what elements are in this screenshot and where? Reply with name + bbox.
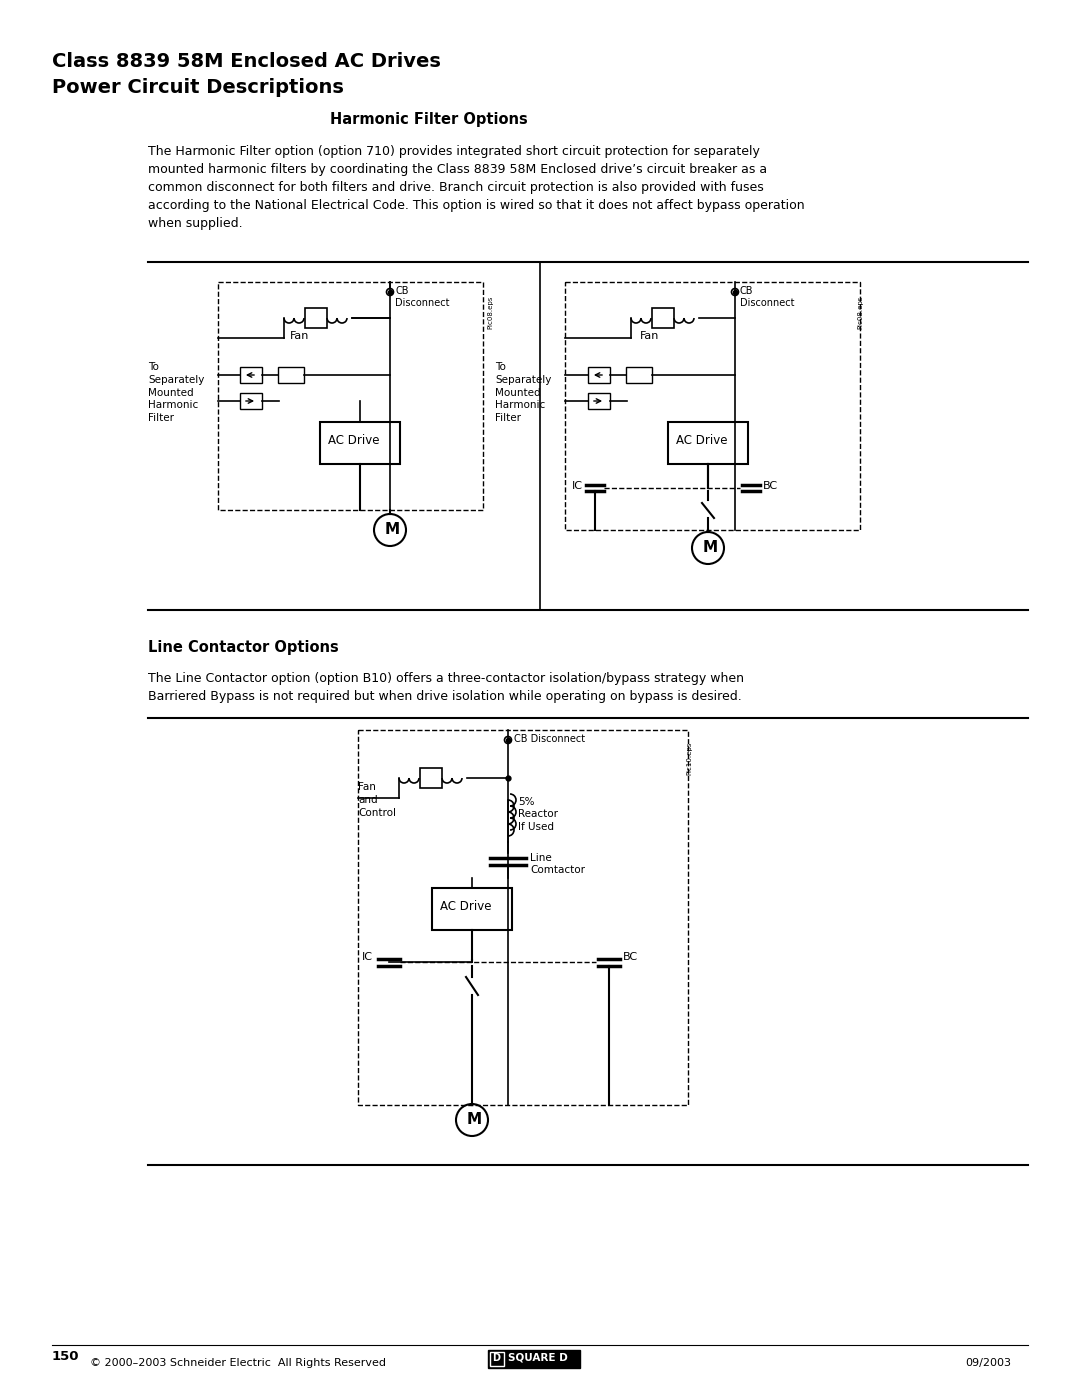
Text: M: M bbox=[384, 522, 400, 536]
Text: BC: BC bbox=[762, 481, 778, 490]
Text: M: M bbox=[467, 1112, 482, 1127]
Text: Fan: Fan bbox=[640, 331, 660, 341]
Bar bbox=[490, 1352, 504, 1366]
Text: BC: BC bbox=[623, 951, 638, 963]
Bar bbox=[278, 367, 303, 383]
Text: Class 8839 58M Enclosed AC Drives: Class 8839 58M Enclosed AC Drives bbox=[52, 52, 441, 71]
Text: CB: CB bbox=[740, 286, 754, 296]
Text: Line Contactor Options: Line Contactor Options bbox=[148, 640, 339, 655]
Text: AC Drive: AC Drive bbox=[328, 434, 379, 447]
Bar bbox=[588, 393, 610, 409]
Text: Power Circuit Descriptions: Power Circuit Descriptions bbox=[52, 78, 343, 96]
Bar bbox=[669, 422, 748, 464]
Text: The Line Contactor option (option B10) offers a three-contactor isolation/bypass: The Line Contactor option (option B10) o… bbox=[148, 672, 744, 703]
Text: M: M bbox=[703, 541, 718, 555]
Text: SQUARE D: SQUARE D bbox=[508, 1352, 568, 1362]
Bar bbox=[240, 393, 262, 409]
Text: Disconnect: Disconnect bbox=[740, 298, 795, 307]
Text: 5%
Reactor
If Used: 5% Reactor If Used bbox=[518, 798, 558, 831]
Bar bbox=[218, 282, 483, 510]
Text: To
Separately
Mounted
Harmonic
Filter: To Separately Mounted Harmonic Filter bbox=[148, 362, 204, 423]
Text: Harmonic Filter Options: Harmonic Filter Options bbox=[330, 112, 528, 127]
Text: AC Drive: AC Drive bbox=[440, 900, 491, 914]
Bar bbox=[565, 282, 860, 529]
Bar bbox=[240, 367, 262, 383]
Text: Pic08.eps: Pic08.eps bbox=[858, 296, 863, 330]
Text: The Harmonic Filter option (option 710) provides integrated short circuit protec: The Harmonic Filter option (option 710) … bbox=[148, 145, 805, 231]
Text: Pic10.eps: Pic10.eps bbox=[686, 742, 692, 775]
Text: CB Disconnect: CB Disconnect bbox=[514, 733, 585, 745]
Text: IC: IC bbox=[572, 481, 583, 490]
Text: Line
Comtactor: Line Comtactor bbox=[530, 854, 585, 876]
Bar bbox=[488, 1350, 580, 1368]
Bar bbox=[357, 731, 688, 1105]
Text: To
Separately
Mounted
Harmonic
Filter: To Separately Mounted Harmonic Filter bbox=[495, 362, 552, 423]
Text: 09/2003: 09/2003 bbox=[966, 1358, 1011, 1368]
Text: 150: 150 bbox=[52, 1350, 80, 1363]
Text: Pic08.eps: Pic08.eps bbox=[487, 296, 492, 330]
Text: D: D bbox=[492, 1354, 500, 1363]
Text: AC Drive: AC Drive bbox=[676, 434, 728, 447]
Text: CB: CB bbox=[395, 286, 408, 296]
Bar bbox=[626, 367, 652, 383]
Bar bbox=[652, 307, 674, 328]
Bar bbox=[432, 888, 512, 930]
Bar bbox=[320, 422, 400, 464]
Text: Fan
and
Control: Fan and Control bbox=[357, 782, 396, 817]
Text: Fan: Fan bbox=[291, 331, 309, 341]
Bar bbox=[305, 307, 327, 328]
Bar bbox=[420, 768, 442, 788]
Text: Disconnect: Disconnect bbox=[395, 298, 449, 307]
Text: IC: IC bbox=[362, 951, 373, 963]
Text: © 2000–2003 Schneider Electric  All Rights Reserved: © 2000–2003 Schneider Electric All Right… bbox=[90, 1358, 386, 1368]
Bar bbox=[588, 367, 610, 383]
